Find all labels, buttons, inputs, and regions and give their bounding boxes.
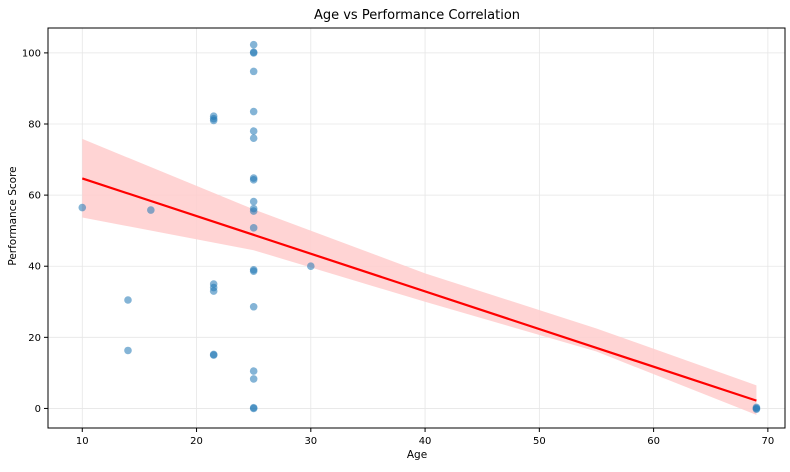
axes-layer <box>47 27 786 429</box>
x-tick-label: 40 <box>419 436 432 447</box>
scatter-point <box>249 107 258 116</box>
x-tick-label: 10 <box>76 436 89 447</box>
points-layer <box>78 40 761 413</box>
regression-line-layer <box>81 177 757 402</box>
scatter-point <box>147 206 155 214</box>
plot-frame <box>47 27 786 429</box>
x-tick-label: 20 <box>190 436 203 447</box>
y-tick-label: 80 <box>28 120 41 131</box>
y-tick-label: 0 <box>35 404 41 415</box>
scatter-point <box>124 346 132 355</box>
scatter-point <box>249 40 258 49</box>
x-axis-label: Age <box>407 449 427 461</box>
confidence-band-layer <box>82 138 757 415</box>
x-tick-label: 50 <box>533 436 546 447</box>
scatter-point <box>249 367 258 375</box>
scatter-point <box>209 351 218 359</box>
x-tick-label: 60 <box>647 436 660 447</box>
scatter-point <box>249 267 258 276</box>
scatter-point <box>78 203 87 212</box>
scatter-point <box>249 207 258 215</box>
x-tick-label: 70 <box>761 436 774 447</box>
confidence-band <box>82 138 757 415</box>
scatter-point <box>249 224 258 232</box>
scatter-point <box>307 262 315 271</box>
scatter-point <box>249 404 258 413</box>
y-axis-label: Performance Score <box>7 166 19 265</box>
scatter-point <box>124 296 132 304</box>
y-tick-label: 40 <box>28 262 41 273</box>
ticks-layer: 10 20 30 40 50 60 70 0 20 40 60 80 100 <box>22 48 774 447</box>
scatter-point <box>752 405 761 413</box>
x-tick-label: 30 <box>304 436 317 447</box>
y-tick-label: 60 <box>28 191 41 202</box>
y-tick-label: 100 <box>22 48 41 59</box>
scatter-point <box>249 127 258 135</box>
scatter-point <box>249 375 258 383</box>
y-tick-label: 20 <box>28 333 41 344</box>
scatter-point <box>249 67 258 76</box>
scatter-point <box>249 302 258 311</box>
scatter-point <box>209 287 218 295</box>
scatter-point <box>249 134 258 143</box>
scatter-point <box>209 116 218 125</box>
scatter-point <box>249 197 258 206</box>
scatter-point <box>249 49 258 57</box>
regression-line <box>81 177 757 402</box>
chart-title: Age vs Performance Correlation <box>314 8 520 23</box>
scatter-point <box>249 176 258 184</box>
